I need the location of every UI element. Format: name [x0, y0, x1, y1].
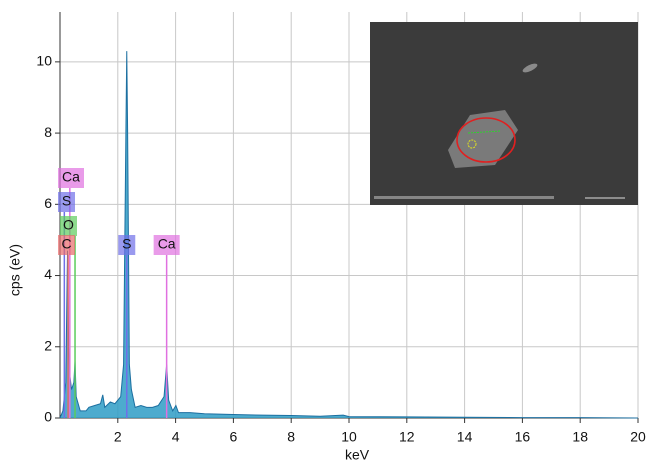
- marker-label: C: [61, 236, 71, 252]
- marker-label: Ca: [62, 169, 80, 185]
- marker-label-box: [58, 192, 75, 212]
- inset-particle: [522, 63, 538, 73]
- x-tick-label: 10: [341, 429, 357, 445]
- x-tick-label: 16: [515, 429, 531, 445]
- y-axis-label: cps (eV): [7, 244, 23, 296]
- marker-label-box: [58, 235, 75, 255]
- marker-label: S: [122, 236, 131, 252]
- y-tick-label: 10: [36, 53, 52, 69]
- marker-label-box: [60, 216, 77, 236]
- marker-label-box: [153, 235, 180, 255]
- y-tick-label: 4: [44, 266, 52, 282]
- x-tick-label: 2: [114, 429, 122, 445]
- x-tick-label: 18: [572, 429, 588, 445]
- x-tick-label: 4: [172, 429, 180, 445]
- marker-label: O: [63, 217, 74, 233]
- inset-caption: [374, 196, 554, 199]
- x-tick-label: 12: [399, 429, 415, 445]
- x-tick-label: 14: [457, 429, 473, 445]
- x-tick-label: 8: [287, 429, 295, 445]
- marker-label: S: [62, 193, 71, 209]
- inset-point: [467, 139, 477, 149]
- marker-label-box: [58, 168, 84, 188]
- inset-line: [467, 130, 501, 134]
- y-tick-label: 8: [44, 124, 52, 140]
- sem-inset: [370, 22, 638, 205]
- x-tick-label: 20: [630, 429, 646, 445]
- marker-label: Ca: [158, 236, 176, 252]
- x-axis-label: keV: [345, 447, 370, 463]
- y-tick-label: 0: [44, 409, 52, 425]
- y-tick-label: 2: [44, 337, 52, 353]
- y-tick-label: 6: [44, 195, 52, 211]
- marker-label-box: [118, 235, 136, 255]
- x-tick-label: 6: [230, 429, 238, 445]
- inset-region: [456, 117, 516, 163]
